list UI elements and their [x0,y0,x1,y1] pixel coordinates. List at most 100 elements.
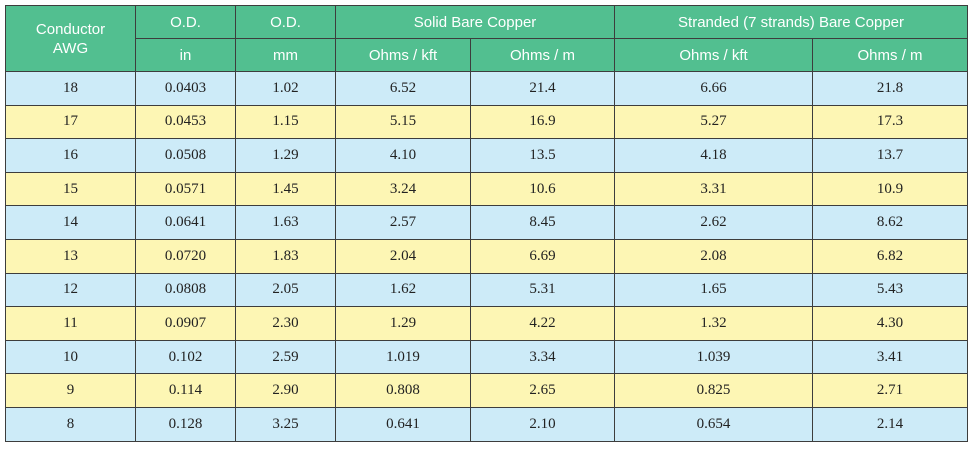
cell-solid-ohms-per-m: 21.4 [469,71,616,106]
cell-od-mm: 1.29 [235,138,336,173]
table-body: 18 0.0403 1.02 6.52 21.4 6.66 21.8 17 0.0453 1.15… [5,71,969,442]
cell-stranded-ohms-per-m: 2.71 [812,373,969,408]
table-row: 10 0.102 2.59 1.019 3.34 1.039 3.41 [5,339,969,375]
cell-od-mm: 1.15 [235,104,336,140]
cell-od-in: 0.0720 [135,238,236,274]
cell-stranded-ohms-per-kft: 1.65 [614,272,814,308]
cell-od-mm: 2.30 [235,306,336,341]
cell-solid-ohms-per-kft: 1.019 [335,339,471,375]
cell-stranded-ohms-per-m: 3.41 [812,339,969,375]
cell-stranded-ohms-per-kft: 3.31 [614,171,814,207]
cell-od-in: 0.0508 [135,138,236,173]
table-row: 17 0.0453 1.15 5.15 16.9 5.27 17.3 [5,104,969,140]
cell-solid-ohms-per-m: 2.10 [469,406,616,442]
table-row: 15 0.0571 1.45 3.24 10.6 3.31 10.9 [5,171,969,207]
cell-stranded-ohms-per-kft: 6.66 [614,71,814,106]
header-od-mm: O.D. [235,5,336,39]
table-row: 8 0.128 3.25 0.641 2.10 0.654 2.14 [5,406,969,442]
cell-stranded-ohms-per-m: 6.82 [812,238,969,274]
cell-awg: 16 [5,138,136,173]
cell-stranded-ohms-per-kft: 5.27 [614,104,814,140]
cell-od-mm: 1.63 [235,205,336,240]
cell-solid-ohms-per-kft: 3.24 [335,171,471,207]
table-row: 9 0.114 2.90 0.808 2.65 0.825 2.71 [5,373,969,408]
cell-solid-ohms-per-m: 5.31 [469,272,616,308]
cell-awg: 8 [5,406,136,442]
cell-solid-ohms-per-kft: 2.57 [335,205,471,240]
cell-awg: 10 [5,339,136,375]
cell-stranded-ohms-per-m: 5.43 [812,272,969,308]
cell-od-mm: 1.83 [235,238,336,274]
cell-od-mm: 3.25 [235,406,336,442]
cell-awg: 17 [5,104,136,140]
table-row: 13 0.0720 1.83 2.04 6.69 2.08 6.82 [5,238,969,274]
cell-solid-ohms-per-m: 6.69 [469,238,616,274]
cell-awg: 14 [5,205,136,240]
cell-solid-ohms-per-m: 16.9 [469,104,616,140]
cell-stranded-ohms-per-m: 17.3 [812,104,969,140]
cell-awg: 15 [5,171,136,207]
header-row-units: in mm Ohms / kft Ohms / m Ohms / kft Ohm… [6,38,969,72]
cell-solid-ohms-per-kft: 2.04 [335,238,471,274]
cell-stranded-ohms-per-m: 21.8 [812,71,969,106]
cell-od-in: 0.114 [135,373,236,408]
cell-awg: 13 [5,238,136,274]
table-row: 11 0.0907 2.30 1.29 4.22 1.32 4.30 [5,306,969,341]
cell-solid-ohms-per-m: 3.34 [469,339,616,375]
cell-stranded-ohms-per-kft: 2.08 [614,238,814,274]
cell-solid-ohms-per-kft: 1.62 [335,272,471,308]
cell-awg: 12 [5,272,136,308]
cell-stranded-ohms-per-kft: 1.039 [614,339,814,375]
cell-od-mm: 2.05 [235,272,336,308]
awg-resistance-table: Conductor AWG O.D. O.D. Solid Bare Coppe… [5,5,969,442]
unit-mm: mm [235,38,336,72]
cell-od-in: 0.0907 [135,306,236,341]
cell-od-in: 0.102 [135,339,236,375]
cell-solid-ohms-per-m: 13.5 [469,138,616,173]
cell-solid-ohms-per-kft: 1.29 [335,306,471,341]
header-solid-bare-copper: Solid Bare Copper [334,5,616,39]
cell-awg: 18 [5,71,136,106]
cell-od-in: 0.0403 [135,71,236,106]
cell-solid-ohms-per-m: 8.45 [469,205,616,240]
table-row: 14 0.0641 1.63 2.57 8.45 2.62 8.62 [5,205,969,240]
table-header: Conductor AWG O.D. O.D. Solid Bare Coppe… [5,5,969,72]
cell-stranded-ohms-per-kft: 2.62 [614,205,814,240]
cell-awg: 9 [5,373,136,408]
cell-od-mm: 2.59 [235,339,336,375]
cell-od-in: 0.0808 [135,272,236,308]
cell-solid-ohms-per-kft: 5.15 [335,104,471,140]
cell-solid-ohms-per-kft: 4.10 [335,138,471,173]
cell-solid-ohms-per-m: 2.65 [469,373,616,408]
header-stranded-bare-copper: Stranded (7 strands) Bare Copper [614,5,969,39]
table-row: 18 0.0403 1.02 6.52 21.4 6.66 21.8 [5,71,969,106]
unit-in: in [135,38,236,72]
cell-stranded-ohms-per-kft: 1.32 [614,306,814,341]
cell-awg: 11 [5,306,136,341]
header-row-groups: Conductor AWG O.D. O.D. Solid Bare Coppe… [5,5,969,72]
table-row: 12 0.0808 2.05 1.62 5.31 1.65 5.43 [5,272,969,308]
cell-stranded-ohms-per-m: 4.30 [812,306,969,341]
cell-od-in: 0.0571 [135,171,236,207]
cell-solid-ohms-per-m: 10.6 [469,171,616,207]
header-conductor-awg: Conductor AWG [5,5,136,72]
cell-od-in: 0.0453 [135,104,236,140]
cell-stranded-ohms-per-kft: 4.18 [614,138,814,173]
cell-od-mm: 1.02 [235,71,336,106]
cell-od-mm: 1.45 [235,171,336,207]
cell-stranded-ohms-per-m: 13.7 [812,138,969,173]
unit-solid-ohms-per-kft: Ohms / kft [335,38,471,72]
cell-od-mm: 2.90 [235,373,336,408]
cell-stranded-ohms-per-kft: 0.654 [614,406,814,442]
table-row: 16 0.0508 1.29 4.10 13.5 4.18 13.7 [5,138,969,173]
cell-solid-ohms-per-kft: 6.52 [335,71,471,106]
cell-solid-ohms-per-kft: 0.808 [335,373,471,408]
unit-stranded-ohms-per-kft: Ohms / kft [614,38,814,72]
cell-solid-ohms-per-m: 4.22 [469,306,616,341]
cell-stranded-ohms-per-m: 2.14 [812,406,969,442]
unit-stranded-ohms-per-m: Ohms / m [812,38,969,72]
cell-stranded-ohms-per-m: 10.9 [812,171,969,207]
header-od-in: O.D. [135,5,236,39]
cell-od-in: 0.0641 [135,205,236,240]
cell-stranded-ohms-per-kft: 0.825 [614,373,814,408]
